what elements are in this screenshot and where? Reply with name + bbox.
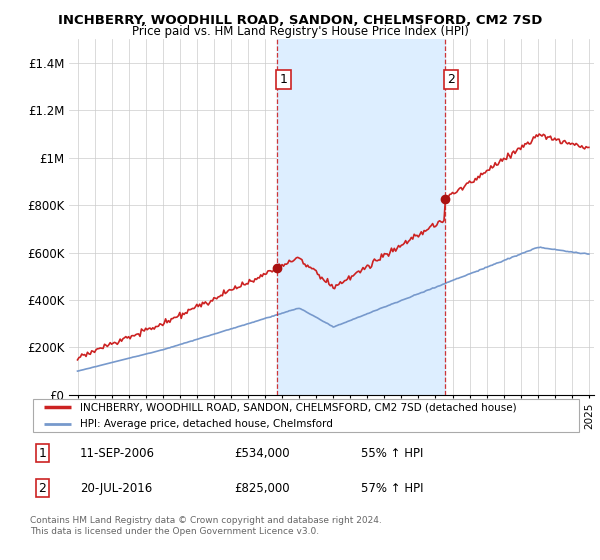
Text: 1: 1 <box>280 73 287 86</box>
Text: 2: 2 <box>38 482 46 494</box>
Text: £825,000: £825,000 <box>234 482 290 494</box>
Text: Contains HM Land Registry data © Crown copyright and database right 2024.
This d: Contains HM Land Registry data © Crown c… <box>30 516 382 536</box>
Text: Price paid vs. HM Land Registry's House Price Index (HPI): Price paid vs. HM Land Registry's House … <box>131 25 469 38</box>
Text: 1: 1 <box>38 447 46 460</box>
Text: INCHBERRY, WOODHILL ROAD, SANDON, CHELMSFORD, CM2 7SD: INCHBERRY, WOODHILL ROAD, SANDON, CHELMS… <box>58 14 542 27</box>
Text: 20-JUL-2016: 20-JUL-2016 <box>80 482 152 494</box>
FancyBboxPatch shape <box>33 399 579 432</box>
Text: INCHBERRY, WOODHILL ROAD, SANDON, CHELMSFORD, CM2 7SD (detached house): INCHBERRY, WOODHILL ROAD, SANDON, CHELMS… <box>80 403 517 412</box>
Text: 2: 2 <box>448 73 455 86</box>
Bar <box>277 39 445 395</box>
Text: 11-SEP-2006: 11-SEP-2006 <box>80 447 155 460</box>
Text: 55% ↑ HPI: 55% ↑ HPI <box>361 447 424 460</box>
Text: HPI: Average price, detached house, Chelmsford: HPI: Average price, detached house, Chel… <box>80 419 332 429</box>
Text: £534,000: £534,000 <box>234 447 290 460</box>
Text: 57% ↑ HPI: 57% ↑ HPI <box>361 482 424 494</box>
